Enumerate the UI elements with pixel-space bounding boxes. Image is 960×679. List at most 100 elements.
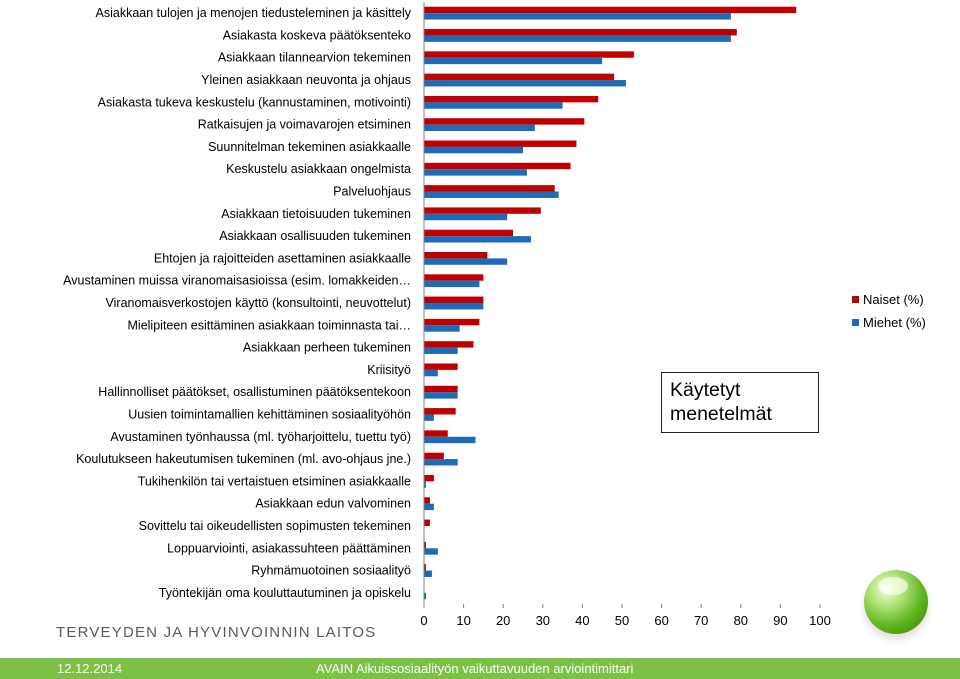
footer-date: 12.12.2014 — [57, 661, 123, 676]
category-label: Mielipiteen esittäminen asiakkaan toimin… — [128, 318, 411, 332]
bars-layer — [424, 6, 797, 600]
category-label: Ryhmämuotoinen sosiaalityö — [251, 564, 411, 578]
bar-miehet — [424, 459, 458, 466]
bar-miehet — [424, 213, 508, 221]
legend-label-miehet: Miehet (%) — [863, 315, 926, 330]
bar-miehet — [424, 80, 626, 87]
category-label: Työntekijän oma kouluttautuminen ja opis… — [159, 586, 411, 600]
bar-naiset — [424, 296, 484, 303]
bar-naiset — [424, 274, 484, 281]
category-label: Asiakasta tukeva keskustelu (kannustamin… — [98, 95, 411, 109]
bar-naiset — [424, 162, 571, 170]
bar-naiset — [424, 341, 474, 348]
category-label: Koulutukseen hakeutumisen tukeminen (ml.… — [76, 452, 411, 466]
category-label: Asiakkaan edun valvominen — [255, 497, 411, 511]
bar-naiset — [424, 95, 599, 103]
category-label: Yleinen asiakkaan neuvonta ja ohjaus — [201, 73, 411, 87]
bar-naiset — [424, 185, 555, 192]
bar-naiset — [424, 452, 444, 460]
bar-miehet — [424, 280, 480, 288]
bar-naiset — [424, 318, 480, 326]
category-label: Asiakkaan tulojen ja menojen tiedustelem… — [96, 6, 412, 20]
legend: Naiset (%) Miehet (%) — [852, 292, 926, 330]
footer-title: AVAIN Aikuissosiaalityön vaikuttavuuden … — [316, 661, 634, 676]
bar-miehet — [424, 592, 426, 600]
bar-naiset — [424, 541, 426, 549]
x-tick-label: 20 — [496, 613, 510, 628]
category-label: Asiakkaan tietoisuuden tukeminen — [221, 207, 411, 221]
category-labels: Asiakkaan tulojen ja menojen tiedustelem… — [63, 6, 412, 600]
category-label: Viranomaisverkostojen käyttö (konsultoin… — [106, 296, 411, 310]
x-tick-label: 70 — [694, 613, 708, 628]
bar-miehet — [424, 436, 476, 444]
chart-callout-box: Käytetyt menetelmät — [661, 372, 819, 433]
green-orb-logo — [864, 570, 928, 634]
category-label: Suunnitelman tekeminen asiakkaalle — [208, 140, 411, 154]
category-label: Kriisityö — [367, 363, 411, 377]
bar-naiset — [424, 29, 737, 36]
bar-naiset — [424, 252, 488, 259]
bar-naiset — [424, 6, 797, 14]
legend-label-naiset: Naiset (%) — [863, 292, 924, 307]
bar-naiset — [424, 140, 577, 147]
bar-miehet — [424, 13, 731, 20]
bar-miehet — [424, 102, 563, 109]
bar-naiset — [424, 497, 430, 504]
bar-miehet — [424, 124, 535, 132]
bar-naiset — [424, 474, 434, 482]
legend-swatch-miehet — [852, 319, 859, 326]
category-label: Hallinnolliset päätökset, osallistuminen… — [98, 385, 411, 399]
category-label: Palveluohjaus — [333, 185, 411, 199]
callout-line-2: menetelmät — [670, 403, 772, 425]
category-label: Asiakasta koskeva päätöksenteko — [223, 28, 411, 42]
category-label: Asiakkaan perheen tukeminen — [243, 341, 411, 355]
category-label: Tukihenkilön tai vertaistuen etsiminen a… — [138, 474, 411, 488]
bar-naiset — [424, 385, 458, 393]
bar-miehet — [424, 325, 460, 332]
x-axis-ticks: 0 10 20 30 40 50 60 70 80 90 100 — [420, 604, 831, 628]
bar-miehet — [424, 548, 438, 555]
category-label: Ehtojen ja rajoitteiden asettaminen asia… — [154, 251, 411, 265]
bar-miehet — [424, 169, 527, 176]
footer-bar: 12.12.2014 AVAIN Aikuissosiaalityön vaik… — [0, 658, 960, 679]
callout-line-1: Käytetyt — [670, 379, 741, 401]
category-label: Ratkaisujen ja voimavarojen etsiminen — [198, 118, 411, 132]
bar-naiset — [424, 519, 430, 526]
bar-miehet — [424, 236, 531, 243]
bar-naiset — [424, 73, 615, 81]
bar-miehet — [424, 481, 426, 488]
bar-miehet — [424, 303, 484, 310]
bar-miehet — [424, 392, 458, 399]
bar-miehet — [424, 570, 432, 577]
category-label: Keskustelu asiakkaan ongelmista — [226, 162, 411, 176]
bar-naiset — [424, 51, 634, 58]
bar-miehet — [424, 347, 458, 354]
x-tick-label: 0 — [420, 613, 427, 628]
category-label: Loppuarviointi, asiakassuhteen päättämin… — [167, 541, 411, 555]
bar-miehet — [424, 503, 434, 511]
x-tick-label: 90 — [773, 613, 787, 628]
bar-miehet — [424, 146, 523, 154]
category-label: Uusien toimintamallien kehittäminen sosi… — [128, 407, 411, 421]
x-tick-label: 60 — [654, 613, 668, 628]
bar-miehet — [424, 258, 508, 265]
bar-naiset — [424, 207, 541, 214]
legend-swatch-naiset — [852, 296, 859, 303]
category-label: Asiakkaan osallisuuden tukeminen — [219, 229, 411, 243]
x-tick-label: 50 — [615, 613, 629, 628]
x-tick-label: 30 — [536, 613, 550, 628]
orb-highlight — [878, 577, 908, 595]
bar-miehet — [424, 57, 603, 65]
category-label: Avustaminen työnhaussa (ml. työharjoitte… — [110, 430, 411, 444]
bar-naiset — [424, 229, 514, 237]
bar-naiset — [424, 118, 585, 125]
bar-naiset — [424, 430, 448, 437]
bar-miehet — [424, 414, 434, 421]
category-label: Asiakkaan tilannearvion tekeminen — [218, 51, 411, 65]
category-label: Avustaminen muissa viranomaisasioissa (e… — [63, 274, 411, 288]
x-tick-label: 40 — [575, 613, 589, 628]
x-tick-label: 100 — [809, 613, 831, 628]
bar-naiset — [424, 363, 458, 370]
bar-miehet — [424, 369, 438, 377]
